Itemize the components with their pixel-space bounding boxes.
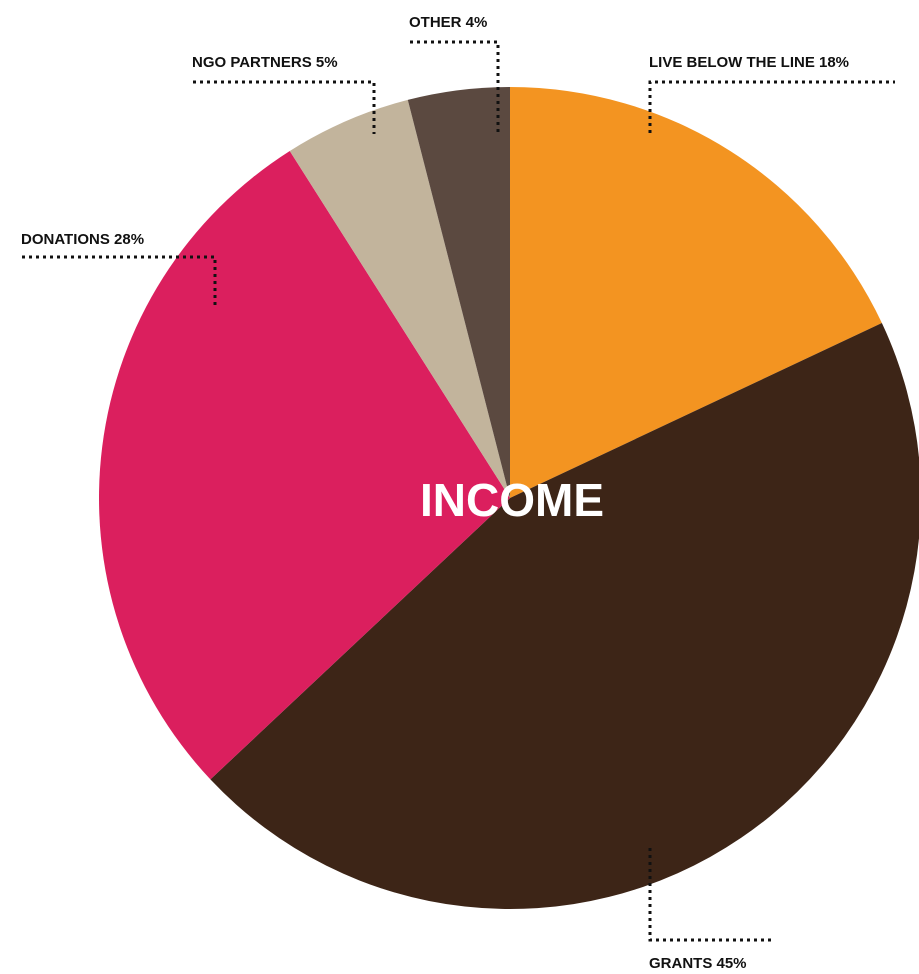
slice-label-donations: DONATIONS 28% — [21, 231, 144, 248]
slice-label-ngo-partners: NGO PARTNERS 5% — [192, 54, 338, 71]
pie-slice-grants — [210, 323, 919, 910]
pie-slice-live-below-the-line — [510, 87, 882, 498]
leader-line-other — [410, 40, 500, 134]
chart-title: INCOME — [420, 474, 604, 526]
slice-label-live-below-the-line: LIVE BELOW THE LINE 18% — [649, 54, 849, 71]
slice-labels: LIVE BELOW THE LINE 18% GRANTS 45% DONAT… — [21, 14, 849, 972]
leader-line-grants — [648, 848, 772, 942]
pie-slice-ngo-partners — [289, 99, 510, 498]
pie-slices — [98, 87, 919, 910]
pie-slice-other — [407, 87, 510, 498]
slice-label-other: OTHER 4% — [409, 14, 487, 31]
pie-slice-donations — [98, 150, 510, 780]
leader-line-donations — [22, 255, 217, 305]
slice-label-grants: GRANTS 45% — [649, 955, 747, 972]
leader-lines — [22, 40, 895, 942]
leader-line-live-below-the-line — [648, 80, 895, 133]
